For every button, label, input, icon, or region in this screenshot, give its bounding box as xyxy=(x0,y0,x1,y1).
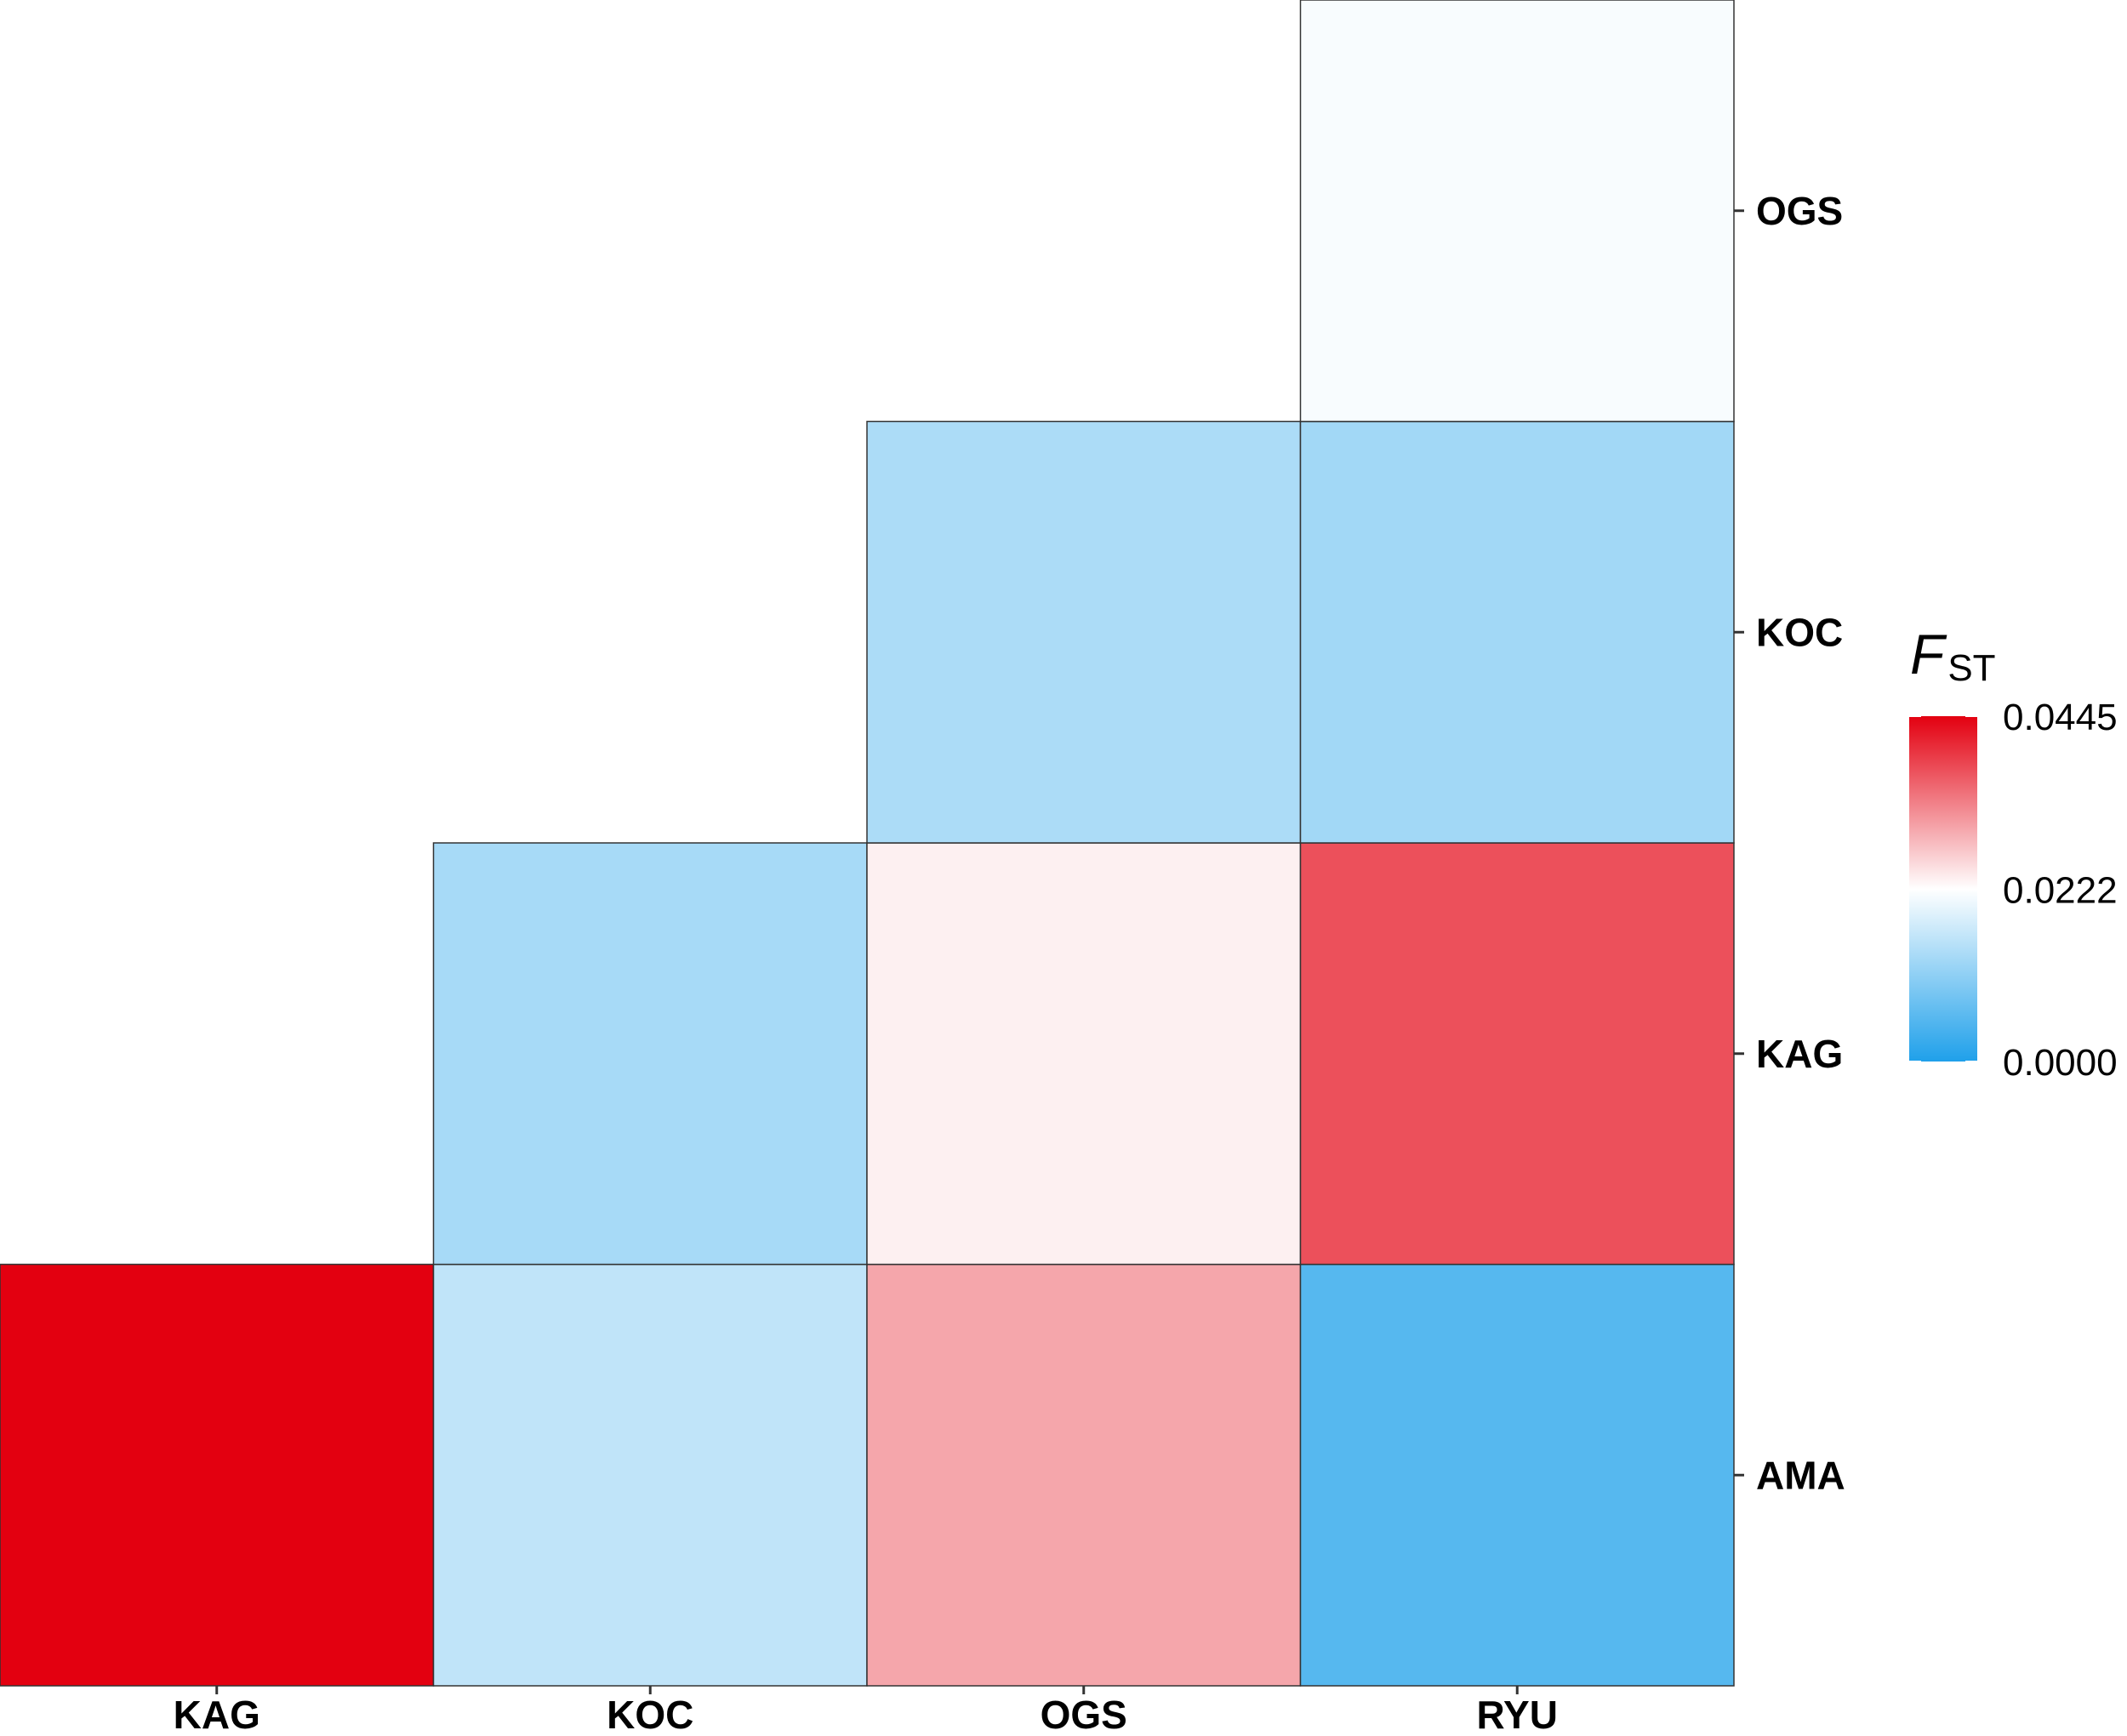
legend-tick-label: 0.0000 xyxy=(2003,1042,2118,1084)
heatmap-cell-ryu-kag xyxy=(1299,842,1735,1266)
heatmap-cell-koc-kag xyxy=(432,842,868,1266)
x-tick-label-ryu: RYU xyxy=(1477,1693,1558,1736)
y-axis: AMA KAG KOC OGS xyxy=(1734,189,1845,1497)
x-axis: KAG KOC OGS RYU xyxy=(174,1686,1558,1736)
y-tick-label-kag: KAG xyxy=(1756,1032,1843,1076)
x-tick-label-ogs: OGS xyxy=(1041,1693,1127,1736)
x-tick-label-kag: KAG xyxy=(174,1693,260,1736)
y-tick-label-koc: KOC xyxy=(1756,610,1843,654)
heatmap-cell-ogs-ama xyxy=(866,1263,1302,1687)
y-tick-label-ama: AMA xyxy=(1756,1453,1845,1497)
legend-title: FST xyxy=(1910,623,1996,689)
legend-tick-label: 0.0445 xyxy=(2003,697,2118,738)
heatmap-cell-ogs-kag xyxy=(866,842,1302,1266)
heatmap-cell-ogs-koc xyxy=(866,420,1302,844)
heatmap-cell-ryu-ama xyxy=(1299,1263,1735,1687)
legend-tick-label: 0.0222 xyxy=(2003,869,2118,911)
legend-title-subscript: ST xyxy=(1947,647,1995,689)
legend-title-main: F xyxy=(1910,623,1947,686)
heatmap-cell-kag-ama xyxy=(0,1263,435,1687)
y-tick-label-ogs: OGS xyxy=(1756,189,1843,233)
x-tick-label-koc: KOC xyxy=(607,1693,693,1736)
color-legend: FST 0.0445 0.0222 0.0000 xyxy=(1909,623,2118,1084)
heatmap-cells xyxy=(0,0,1735,1687)
heatmap-cell-koc-ama xyxy=(432,1263,868,1687)
heatmap-cell-ryu-ogs xyxy=(1299,0,1735,423)
heatmap-cell-ryu-koc xyxy=(1299,420,1735,844)
